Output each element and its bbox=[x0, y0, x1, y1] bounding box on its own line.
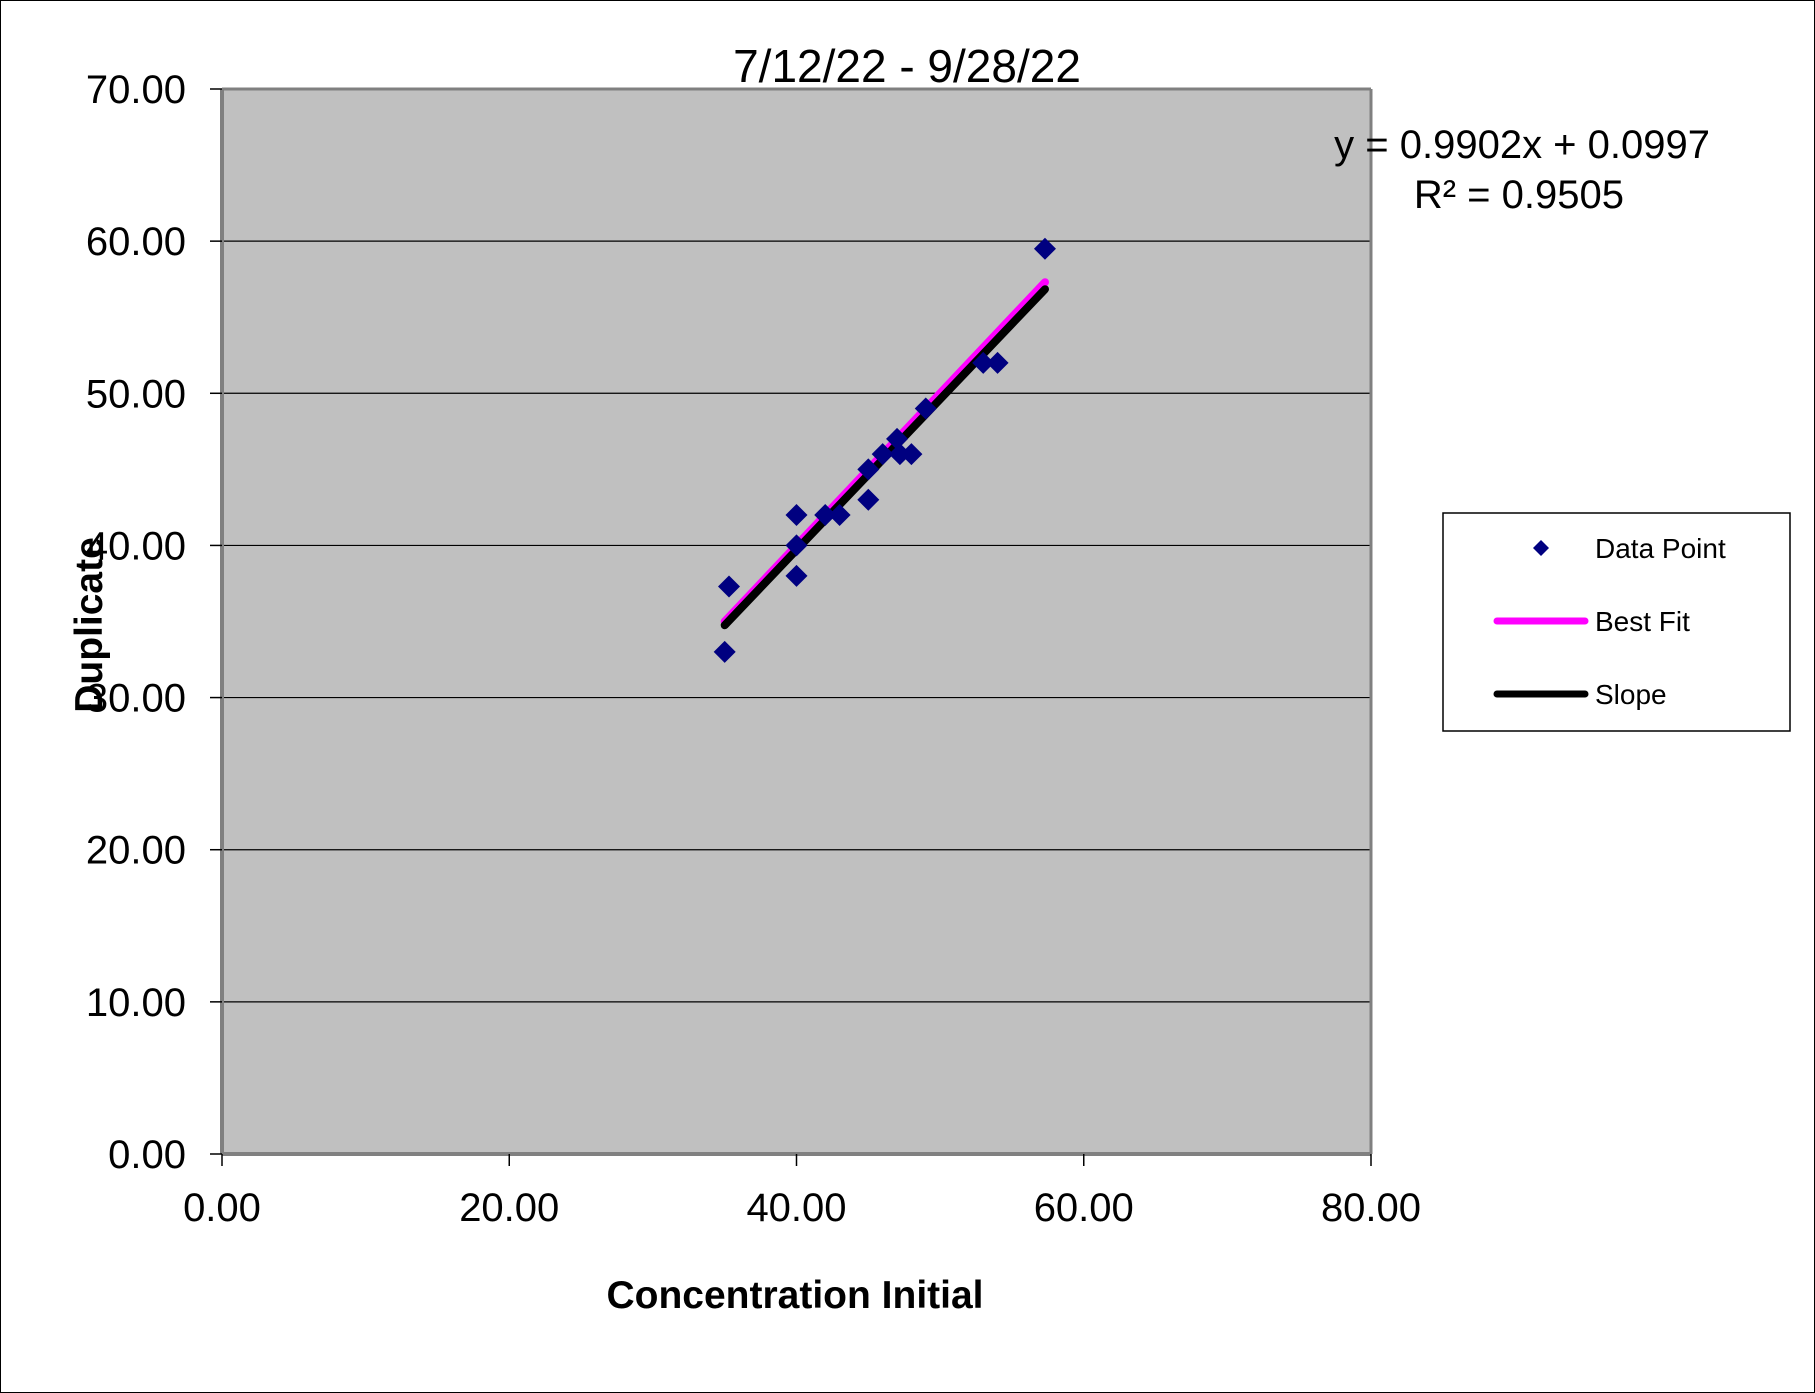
y-tick-label: 20.00 bbox=[86, 829, 186, 873]
data-point-marker bbox=[900, 443, 923, 466]
series-points bbox=[713, 237, 1056, 663]
x-tick-label: 60.00 bbox=[1034, 1186, 1134, 1230]
legend-label: Data Point bbox=[1595, 533, 1726, 564]
y-tick-label: 60.00 bbox=[86, 220, 186, 264]
x-tick-label: 20.00 bbox=[459, 1186, 559, 1230]
x-tick-label: 80.00 bbox=[1321, 1186, 1421, 1230]
y-tick-label: 30.00 bbox=[86, 677, 186, 721]
plot-area bbox=[222, 89, 1371, 1154]
data-point-marker bbox=[888, 443, 911, 466]
data-point-marker bbox=[713, 640, 736, 663]
y-tick-label: 50.00 bbox=[86, 372, 186, 416]
y-tick-label: 0.00 bbox=[108, 1133, 186, 1177]
x-tick-label: 40.00 bbox=[746, 1186, 846, 1230]
data-point-marker bbox=[972, 351, 995, 374]
y-tick-label: 70.00 bbox=[86, 68, 186, 112]
x-axis-label: Concentration Initial bbox=[606, 1274, 983, 1317]
chart-title: 7/12/22 - 9/28/22 bbox=[733, 40, 1081, 92]
legend-marker-data-point bbox=[1533, 540, 1549, 556]
legend-label: Best Fit bbox=[1595, 606, 1690, 637]
gridlines bbox=[222, 240, 1371, 1003]
y-tick-label: 10.00 bbox=[86, 981, 186, 1025]
legend: Data Point Best Fit Slope bbox=[1442, 512, 1791, 732]
data-point-marker bbox=[785, 564, 808, 587]
data-point-marker bbox=[785, 534, 808, 557]
data-point-marker bbox=[914, 397, 937, 420]
trendline-r-squared: R² = 0.9505 bbox=[1414, 173, 1624, 217]
y-axis-ticks: 0.00 10.00 20.00 30.00 40.00 50.00 60.00 70.00 bbox=[86, 68, 222, 1177]
data-point-marker bbox=[871, 443, 894, 466]
legend-label: Slope bbox=[1595, 679, 1667, 710]
data-point-marker bbox=[785, 504, 808, 526]
data-point-marker bbox=[828, 504, 851, 526]
data-point-marker bbox=[814, 504, 837, 526]
data-point-marker bbox=[986, 351, 1009, 374]
y-axis-label: Duplicate bbox=[68, 537, 111, 713]
trendline-equation: y = 0.9902x + 0.0997 bbox=[1334, 123, 1710, 167]
y-tick-label: 40.00 bbox=[86, 524, 186, 568]
data-point-marker bbox=[857, 488, 880, 511]
data-point-marker bbox=[857, 458, 880, 481]
x-tick-label: 0.00 bbox=[183, 1186, 261, 1230]
data-point-marker bbox=[1033, 237, 1056, 260]
data-point-marker bbox=[886, 427, 909, 450]
data-point-marker bbox=[717, 575, 740, 598]
x-axis-ticks: 0.00 20.00 40.00 60.00 80.00 bbox=[183, 1154, 1421, 1230]
